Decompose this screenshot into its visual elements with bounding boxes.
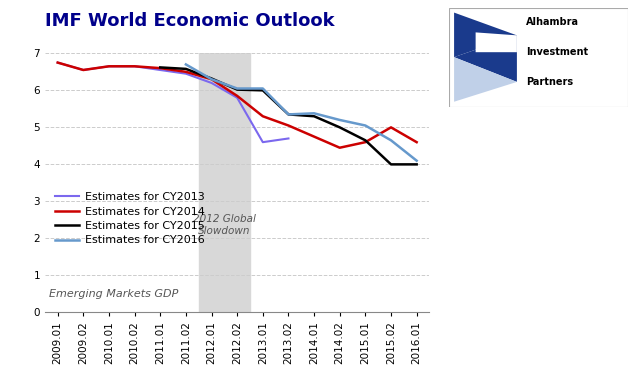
Legend: Estimates for CY2013, Estimates for CY2014, Estimates for CY2015, Estimates for : Estimates for CY2013, Estimates for CY20… bbox=[51, 188, 209, 250]
Polygon shape bbox=[476, 32, 517, 52]
Text: Emerging Markets GDP: Emerging Markets GDP bbox=[49, 290, 178, 299]
Bar bbox=[199, 53, 250, 312]
Text: IMF World Economic Outlook: IMF World Economic Outlook bbox=[45, 13, 335, 30]
Text: 2012 Global
Slowdown: 2012 Global Slowdown bbox=[193, 214, 256, 235]
FancyBboxPatch shape bbox=[449, 8, 628, 107]
Polygon shape bbox=[454, 57, 517, 102]
Text: Alhambra: Alhambra bbox=[526, 18, 579, 27]
Polygon shape bbox=[454, 35, 517, 82]
Polygon shape bbox=[454, 13, 517, 57]
Text: Partners: Partners bbox=[526, 77, 573, 87]
Text: Investment: Investment bbox=[526, 47, 588, 57]
